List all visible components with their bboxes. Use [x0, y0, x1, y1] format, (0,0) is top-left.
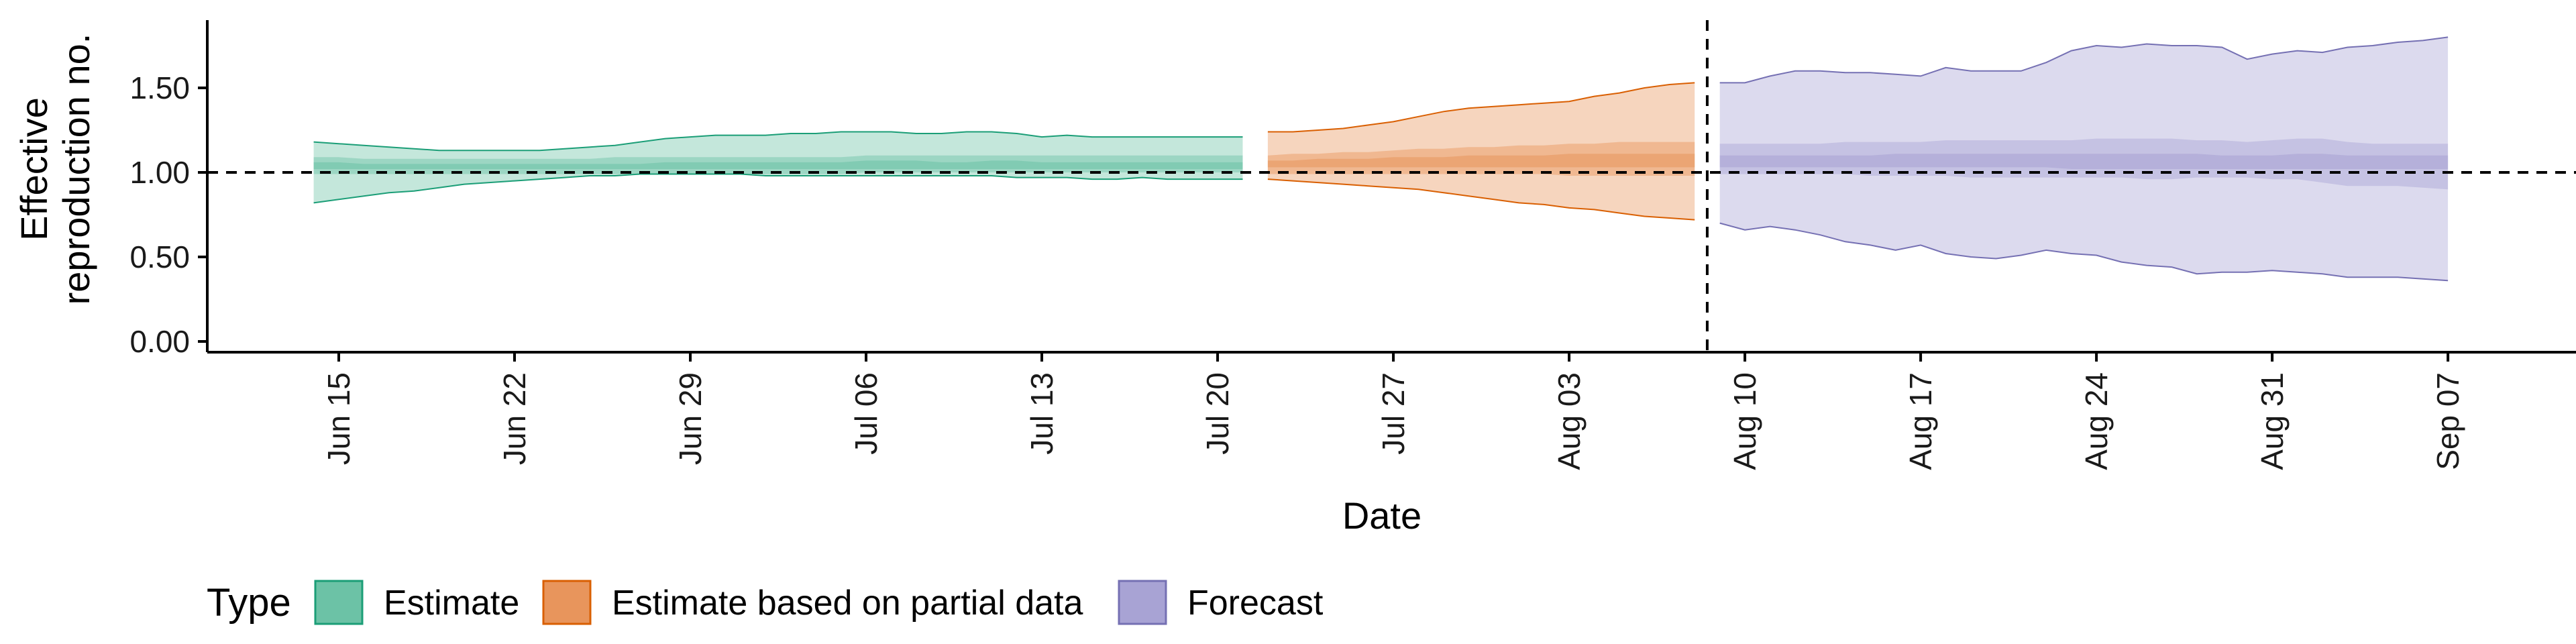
x-tick-label: Aug 10	[1727, 372, 1762, 470]
legend-label-forecast: Forecast	[1187, 584, 1324, 623]
band-20-partial	[1267, 154, 1695, 168]
series-estimate	[313, 131, 1243, 204]
legend-label-estimate: Estimate	[384, 584, 519, 623]
y-tick-label: 0.50	[129, 239, 190, 274]
plot-area	[207, 20, 2576, 352]
legend-label-partial: Estimate based on partial data	[612, 584, 1083, 623]
legend-key-estimate	[314, 580, 364, 625]
axes: 0.00 0.50 1.00 1.50 Jun 15 Jun 22 Jun 29 Jul 06…	[129, 20, 2576, 470]
x-tick-label: Jun 22	[497, 372, 532, 465]
y-tick-label: 0.00	[129, 324, 190, 359]
x-tick-label: Jul 27	[1376, 372, 1411, 455]
y-tick-label: 1.00	[129, 155, 190, 190]
series-forecast	[1719, 36, 2449, 282]
x-tick-label: Jul 20	[1200, 372, 1235, 455]
x-tick-label: Jun 15	[321, 372, 356, 465]
band-edge-upper-estimate	[313, 131, 1243, 152]
y-axis-title-line-2: reproduction no.	[55, 34, 97, 305]
legend-key-partial	[542, 580, 592, 625]
series-partial	[1267, 82, 1695, 221]
x-tick-label: Aug 24	[2079, 372, 2114, 470]
band-edge-lower-forecast	[1719, 222, 2449, 282]
y-tick-label: 1.50	[129, 70, 190, 105]
y-axis-title-line-1: Effective	[13, 97, 55, 241]
band-90-partial	[1267, 83, 1695, 220]
band-20-forecast	[1719, 154, 2449, 169]
x-tick-label: Jul 13	[1024, 372, 1059, 455]
band-edge-lower-partial	[1267, 178, 1695, 221]
legend: Type Estimate Estimate based on partial …	[207, 580, 1324, 625]
band-edge-upper-partial	[1267, 82, 1695, 133]
band-edge-lower-estimate	[313, 173, 1243, 204]
x-tick-label: Aug 03	[1552, 372, 1587, 470]
x-tick-label: Aug 31	[2255, 372, 2290, 470]
band-edge-upper-forecast	[1719, 36, 2449, 84]
x-tick-label: Jul 06	[849, 372, 883, 455]
x-axis-title: Date	[1342, 494, 1421, 537]
band-20-estimate	[313, 160, 1243, 169]
legend-title: Type	[207, 581, 291, 625]
x-tick-label: Aug 17	[1903, 372, 1938, 470]
x-tick-label: Sep 07	[2430, 372, 2465, 470]
legend-key-forecast	[1118, 580, 1167, 625]
x-tick-label: Jun 29	[673, 372, 708, 465]
